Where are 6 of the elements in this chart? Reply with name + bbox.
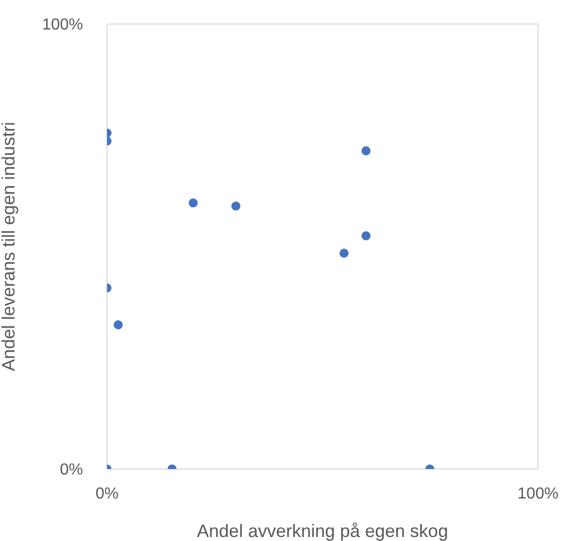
point (362, 231, 371, 240)
point (362, 146, 371, 156)
point (340, 248, 349, 258)
x-axis-title: Andel avverkning på egen skog (196, 521, 448, 541)
point (231, 202, 240, 211)
y-axis-title: Andel leverans till egen industri (0, 122, 18, 372)
